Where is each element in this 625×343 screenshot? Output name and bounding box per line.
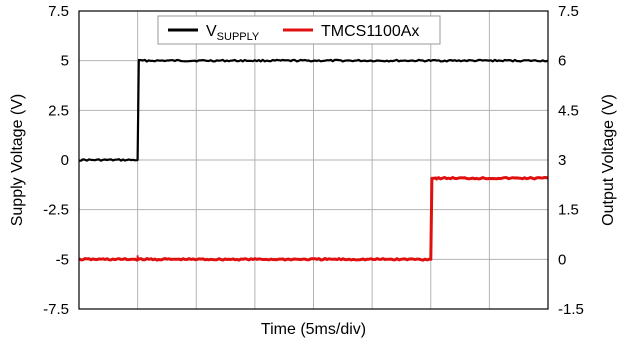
series-layer [78,58,549,262]
left-axis-title: Supply Voltage (V) [9,94,26,227]
left-tick-label: -5 [56,251,69,268]
legend-label-supply: VSUPPLY [206,23,260,43]
legend-label-supply-main: V [206,23,217,40]
x-axis-title: Time (5ms/div) [261,321,366,338]
plot-frame [78,10,549,310]
right-tick-label: -1.5 [558,301,584,318]
right-tick-label: 3 [558,152,566,169]
right-tick-label: 1.5 [558,202,579,219]
legend-label-supply-subscript: SUPPLY [217,31,260,43]
left-tick-label: 7.5 [48,3,69,20]
left-tick-label: 5 [61,53,69,70]
right-axis-ticks: 7.5 6 4.5 3 1.5 0 -1.5 [558,3,584,318]
legend: VSUPPLY TMCS1100Ax [157,15,441,45]
left-axis-ticks: 7.5 5 2.5 0 -2.5 -5 -7.5 [43,3,69,318]
series-line-supply [78,58,549,162]
left-tick-label: 2.5 [48,102,69,119]
series-line-tmcs1100ax [78,176,549,262]
left-tick-label: -7.5 [43,301,69,318]
left-tick-label: -2.5 [43,202,69,219]
right-axis-title: Output Voltage (V) [600,94,617,226]
right-tick-label: 4.5 [558,102,579,119]
grid [79,11,548,309]
right-tick-label: 0 [558,251,566,268]
right-tick-label: 7.5 [558,3,579,20]
left-tick-label: 0 [61,152,69,169]
right-tick-label: 6 [558,53,566,70]
legend-label-tmcs: TMCS1100Ax [321,23,419,40]
